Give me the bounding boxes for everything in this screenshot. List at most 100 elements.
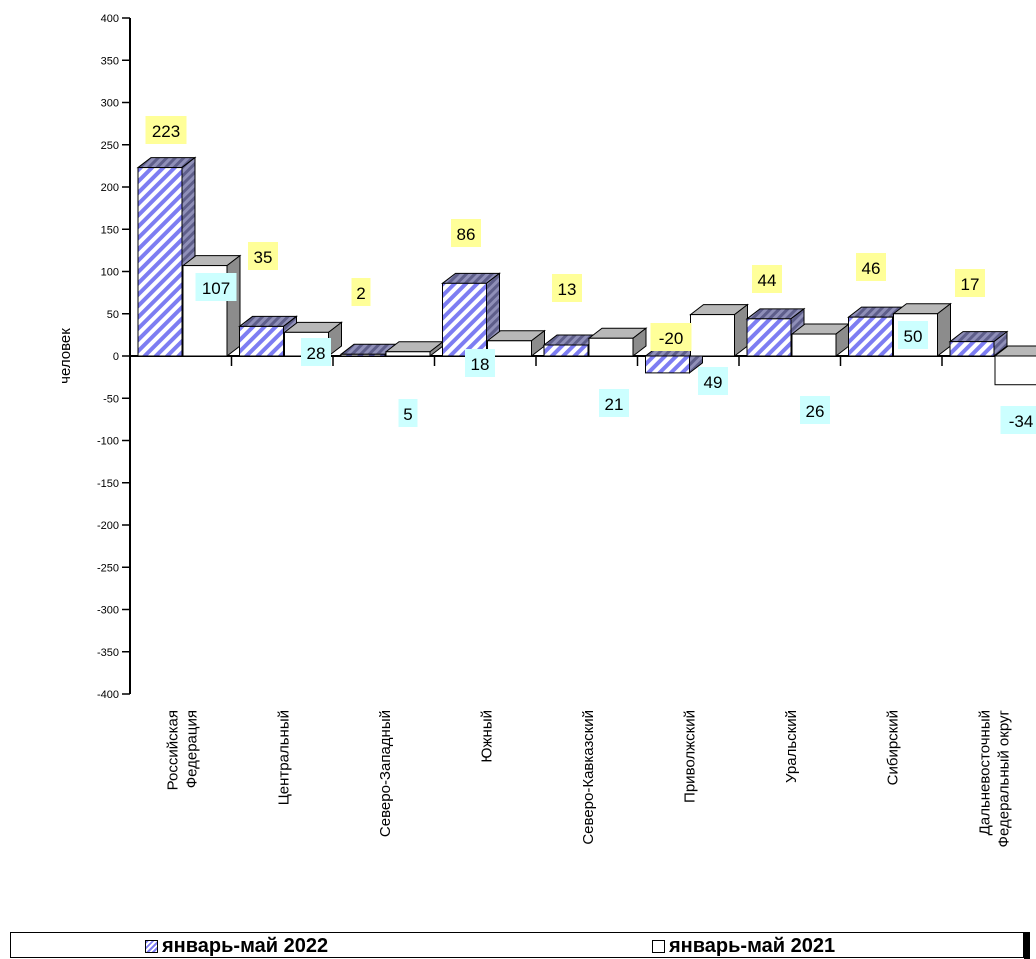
bar-front-face [848, 316, 893, 357]
data-label-2021-1-text: 28 [307, 344, 326, 363]
data-label-2021-3-bg [465, 349, 495, 377]
data-label-2022-1-text: 35 [254, 248, 273, 267]
data-label-2022-0: 223 [145, 116, 187, 144]
data-label-2021-6-text: 26 [806, 402, 825, 421]
bar-2021-3 [486, 329, 546, 358]
bar-front-face [543, 344, 589, 357]
data-label-2021-1: 28 [301, 338, 331, 366]
y-tick-label: 400 [101, 13, 119, 25]
bar-front-face [645, 355, 690, 374]
data-label-2021-3: 18 [465, 349, 495, 377]
y-axis-label: человек [57, 328, 74, 384]
bar-front-face [385, 351, 431, 357]
data-label-2021-4: 21 [599, 389, 629, 417]
x-category-label-line: Северо-Западный [377, 710, 394, 837]
bar-front-face [588, 337, 634, 357]
data-label-2021-0-text: 107 [202, 279, 230, 298]
legend-swatch-2021 [652, 940, 665, 953]
y-tick-label: -200 [97, 520, 119, 532]
y-tick-label: -300 [97, 605, 119, 617]
bar-front-face [791, 333, 837, 357]
y-tick-label: 0 [113, 351, 119, 363]
data-label-2022-3-text: 86 [457, 225, 476, 244]
legend-item-2022: январь-май 2022 [145, 935, 328, 958]
x-category-label: Северо-Западный [377, 710, 394, 837]
data-label-2022-1: 35 [248, 242, 278, 270]
x-category-label-line: Северо-Кавказский [580, 710, 597, 845]
data-label-2021-7-bg [898, 321, 928, 349]
data-label-2022-8-text: 17 [961, 275, 980, 294]
data-label-2021-6: 26 [800, 396, 830, 424]
x-category-label-line: Уральский [783, 710, 800, 783]
data-label-2022-8: 17 [955, 269, 985, 297]
data-label-2021-8-text: -34 [1009, 412, 1034, 431]
x-category-label-line: Российская [164, 710, 181, 790]
y-tick-label: 250 [101, 140, 119, 152]
data-label-2022-2: 2 [351, 278, 371, 306]
data-label-2021-5-bg [698, 367, 728, 395]
y-tick-label: -100 [97, 436, 119, 448]
data-label-2022-5: -20 [650, 323, 692, 351]
data-label-2022-0-text: 223 [152, 122, 180, 141]
data-label-2022-4-bg [552, 274, 582, 302]
data-label-2022-5-bg [650, 323, 692, 351]
legend-item-2021: январь-май 2021 [652, 935, 835, 958]
data-label-2022-1-bg [248, 242, 278, 270]
legend-label-2022: январь-май 2022 [162, 935, 329, 957]
bar-front-face [487, 340, 532, 357]
data-label-2021-2-bg [398, 399, 418, 427]
y-tick-label: 350 [101, 55, 119, 67]
bar-2022-8 [948, 330, 1009, 358]
data-label-2022-8-bg [955, 269, 985, 297]
data-label-2021-8: -34 [1000, 406, 1036, 434]
bar-front-face [949, 341, 995, 357]
x-category-label: Центральный [275, 710, 292, 805]
data-label-2022-6-text: 44 [758, 271, 777, 290]
x-category-label-line: Центральный [275, 710, 292, 805]
x-category-label: Уральский [783, 710, 800, 783]
data-label-2022-2-bg [351, 278, 371, 306]
bar-2021-5 [689, 303, 749, 358]
data-label-2022-6: 44 [752, 265, 782, 293]
bar-2022-0 [136, 156, 197, 358]
data-label-2021-3-text: 18 [471, 355, 490, 374]
data-label-2022-6-bg [752, 265, 782, 293]
data-label-2022-7-bg [856, 253, 886, 281]
bar-front-face [340, 353, 386, 357]
y-tick-label: 100 [101, 267, 119, 279]
x-category-label: Сибирский [884, 710, 901, 785]
bar-2021-4 [587, 327, 648, 358]
x-category-label-line: Дальневосточный [976, 710, 993, 835]
y-tick-label: -400 [97, 689, 119, 701]
legend-swatch-2022 [145, 940, 158, 953]
x-category-label-line: Федеральный округ [995, 709, 1012, 847]
data-label-2022-2-text: 2 [356, 284, 365, 303]
data-label-2022-3-bg [451, 219, 481, 247]
bar-front-face [442, 282, 487, 357]
data-label-2021-7-text: 50 [904, 327, 923, 346]
bar-2021-8 [993, 345, 1036, 386]
data-label-2021-8-bg [1000, 406, 1036, 434]
bar-2021-0 [181, 254, 242, 358]
data-label-2021-0-bg [195, 273, 237, 301]
y-tick-label: -250 [97, 562, 119, 574]
y-tick-label: 150 [101, 224, 119, 236]
bar-side-face [226, 254, 241, 358]
x-category-label: Приволжский [681, 710, 698, 803]
data-label-2021-6-bg [800, 396, 830, 424]
data-label-2021-4-bg [599, 389, 629, 417]
legend: январь-май 2022 январь-май 2021 [10, 932, 1024, 958]
data-label-2022-4-text: 13 [558, 280, 577, 299]
x-category-label-line: Сибирский [884, 710, 901, 785]
data-label-2021-0: 107 [195, 273, 237, 301]
x-category-label-line: Южный [478, 710, 495, 763]
bar-front-face [746, 318, 792, 357]
bar-2021-6 [790, 323, 851, 358]
data-label-2022-4: 13 [552, 274, 582, 302]
bar-2022-3 [441, 272, 501, 358]
legend-shadow [1024, 932, 1030, 959]
data-label-2021-5: 49 [698, 367, 728, 395]
data-label-2021-1-bg [301, 338, 331, 366]
x-category-label-line: Приволжский [681, 710, 698, 803]
